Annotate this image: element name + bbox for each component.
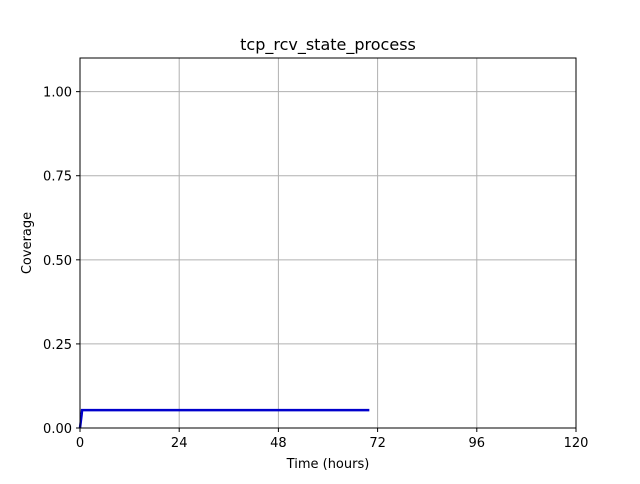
y-tick-label: 0.25 — [43, 338, 72, 353]
x-tick-label: 96 — [469, 436, 486, 451]
y-tick-label: 1.00 — [43, 86, 72, 101]
y-tick-label: 0.75 — [43, 170, 72, 185]
x-axis-label: Time (hours) — [286, 457, 370, 472]
x-tick-label: 24 — [171, 436, 188, 451]
chart-title: tcp_rcv_state_process — [240, 35, 416, 55]
x-tick-label: 48 — [270, 436, 287, 451]
x-tick-label: 0 — [76, 436, 84, 451]
x-tick-label: 120 — [564, 436, 589, 451]
x-tick-label: 72 — [369, 436, 386, 451]
y-tick-label: 0.50 — [43, 254, 72, 269]
y-axis-label: Coverage — [20, 212, 35, 274]
y-tick-label: 0.00 — [43, 422, 72, 437]
